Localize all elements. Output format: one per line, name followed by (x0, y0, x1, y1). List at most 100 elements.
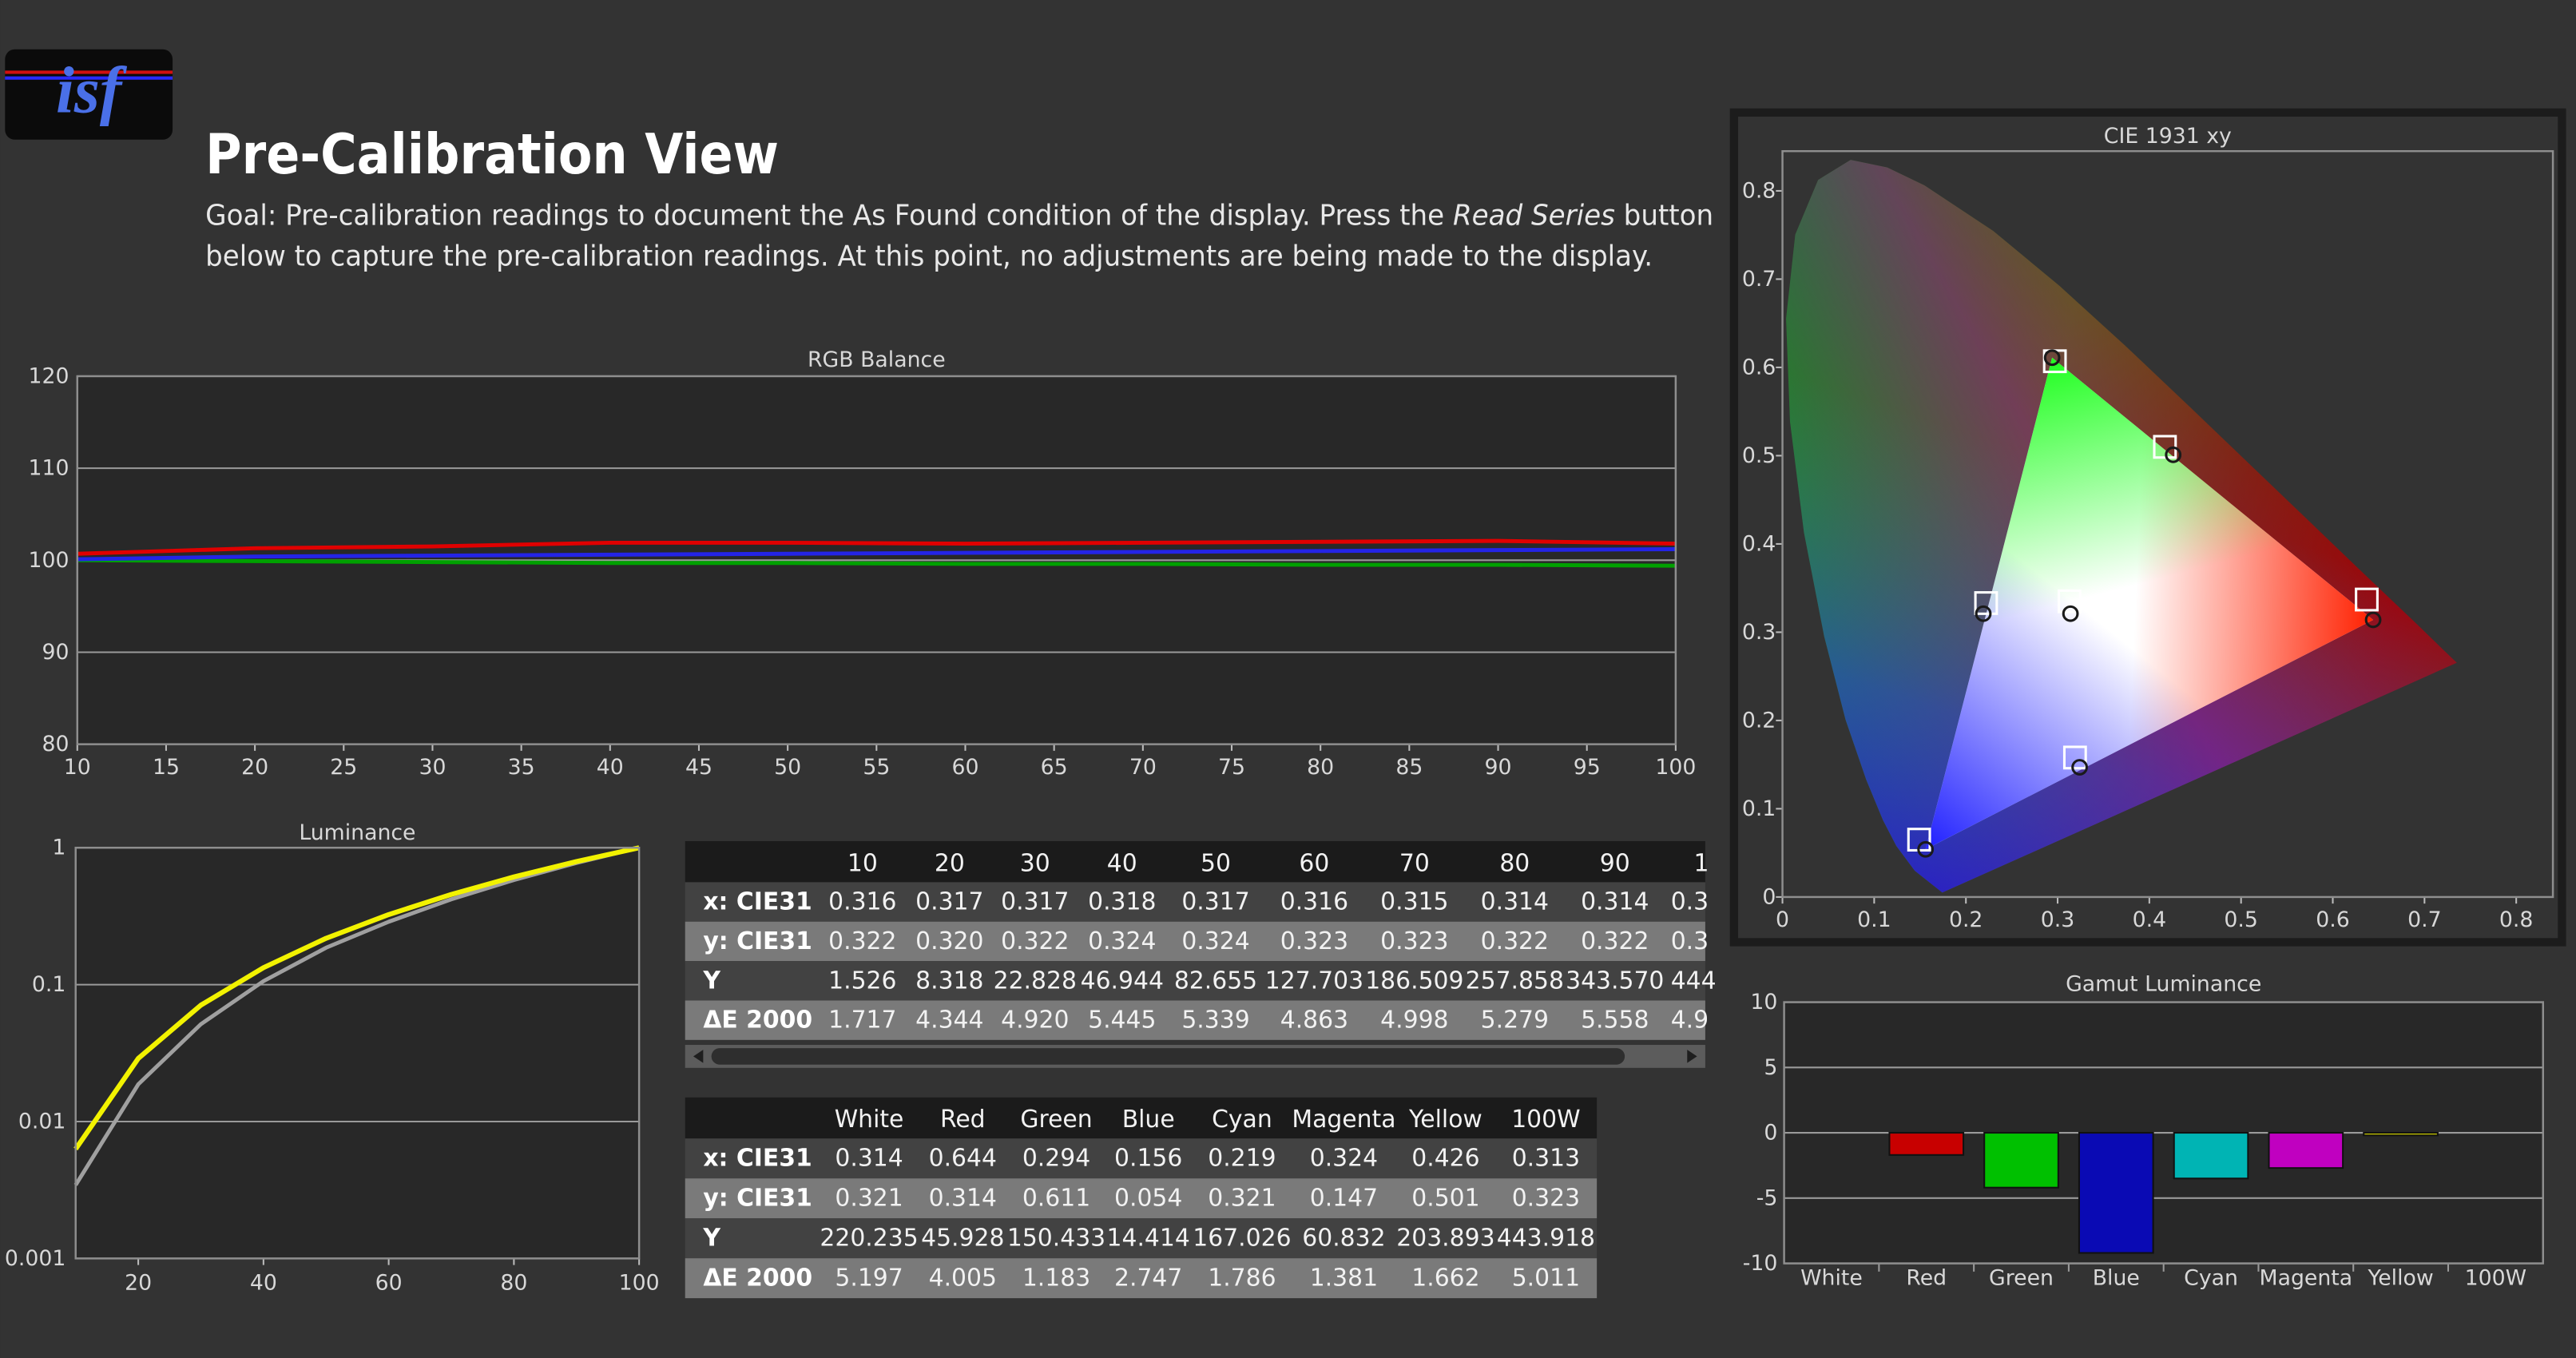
goal-text: Goal: Pre-calibration readings to docume… (205, 199, 1453, 232)
page-title: Pre-Calibration View (205, 122, 779, 187)
table-cell: 0.317 (1001, 888, 1069, 916)
table-row (685, 1258, 1598, 1299)
plot-border (1783, 1001, 2544, 1265)
y-tick-label: 0.1 (32, 972, 65, 997)
x-tick-label: 90 (1485, 755, 1512, 780)
column-header: 100W (1511, 1106, 1580, 1134)
target-marker (2058, 589, 2082, 613)
x-tick-label: Magenta (2260, 1266, 2353, 1291)
y-tick-label: 80 (42, 732, 69, 756)
chart-title: RGB Balance (808, 347, 946, 372)
goal-line: below to capture the pre-calibration rea… (205, 240, 1653, 272)
x-tick-label: 100W (2465, 1266, 2526, 1291)
table-cell: 0.320 (915, 927, 983, 955)
table-row (685, 1178, 1598, 1219)
y-tick-label: 120 (28, 363, 69, 388)
table-cell: 14.414 (1107, 1225, 1190, 1253)
table-cell: 0.147 (1310, 1185, 1378, 1213)
x-tick-label: 15 (153, 755, 180, 780)
row-label: Y (702, 967, 720, 995)
column-header: Blue (1122, 1106, 1175, 1134)
y-tick-label: 0.3 (1742, 620, 1776, 645)
table-cell: 45.928 (921, 1225, 1004, 1253)
x-tick-label: 40 (250, 1271, 277, 1296)
scroll-left-arrow[interactable] (693, 1050, 704, 1063)
table-cell: 0.3 (1671, 888, 1709, 916)
scatter-chart: CIE 1931 xy 0 0.1 0.2 0.3 0.4 0.5 0.6 0.7 0.8 0 0.1… (1742, 124, 2554, 932)
x-tick-label: 100 (1655, 755, 1696, 780)
x-tick-label: 75 (1218, 755, 1245, 780)
y-tick-label: 1 (52, 836, 65, 860)
bar (1888, 1132, 1965, 1156)
table-cell: 2.747 (1114, 1265, 1182, 1292)
table-cell: 5.011 (1512, 1265, 1580, 1292)
x-tick-label: 50 (774, 755, 801, 780)
measured-marker (1975, 605, 1992, 622)
x-tick-label: 60 (951, 755, 978, 780)
table-cell: 0.322 (1481, 927, 1549, 955)
target-marker (2355, 587, 2379, 612)
table-row (685, 921, 1705, 962)
table-cell: 203.893 (1396, 1225, 1494, 1253)
column-header: Yellow (1408, 1106, 1482, 1134)
row-label: ΔE 2000 (703, 1007, 812, 1034)
y-tick-label: 0.1 (1742, 796, 1776, 821)
table-cell: 5.197 (835, 1265, 903, 1292)
bar (1983, 1132, 2059, 1189)
column-header: 70 (1399, 849, 1430, 877)
table-cell: 4.005 (929, 1265, 997, 1292)
table-cell: 4.998 (1380, 1007, 1448, 1034)
column-header: 90 (1600, 849, 1630, 877)
x-tick-label: 80 (1307, 755, 1334, 780)
table-cell: 150.433 (1007, 1225, 1105, 1253)
table-row (685, 1218, 1598, 1259)
table-row (685, 1138, 1598, 1179)
plot-border (1781, 149, 2554, 899)
plot-border (76, 375, 1677, 745)
table-cell: 220.235 (820, 1225, 918, 1253)
table-cell: 0.321 (1208, 1185, 1276, 1213)
bar (2078, 1132, 2154, 1254)
table-cell: 0.426 (1411, 1145, 1479, 1173)
table-cell: 60.832 (1302, 1225, 1385, 1253)
target-marker (1974, 591, 1998, 615)
table-cell: 0.156 (1114, 1145, 1182, 1173)
table-cell: 0.3 (1671, 927, 1709, 955)
x-tick-label: 0.5 (2224, 907, 2258, 932)
table-cell: 0.316 (828, 888, 896, 916)
target-marker (2153, 435, 2177, 459)
table-cell: 0.324 (1181, 927, 1249, 955)
column-header: 1 (1693, 849, 1709, 877)
row-label: ΔE 2000 (703, 1265, 812, 1292)
x-tick-label: 60 (375, 1271, 403, 1296)
table-cell: 4.863 (1280, 1007, 1348, 1034)
column-header: Cyan (1212, 1106, 1272, 1134)
measured-marker (2364, 611, 2382, 629)
y-tick-label: 110 (28, 456, 69, 481)
table-cell: 0.501 (1411, 1185, 1479, 1213)
x-tick-label: 80 (500, 1271, 527, 1296)
x-tick-label: Cyan (2184, 1266, 2238, 1291)
goal-line: Goal: Pre-calibration readings to docume… (205, 199, 1713, 232)
x-tick-label: 10 (64, 755, 91, 780)
series-line (77, 538, 1676, 556)
x-tick-label: 65 (1041, 755, 1068, 780)
table-cell: 0.314 (1481, 888, 1549, 916)
x-tick-label: 55 (863, 755, 890, 780)
line-chart: RGB Balance 80 90 100 110 120 10 15 20 25 30 35 40 45… (28, 347, 1696, 780)
table-cell: 8.318 (915, 967, 983, 995)
table-cell: 0.314 (1581, 888, 1649, 916)
x-tick-label: Red (1906, 1266, 1947, 1291)
x-tick-label: White (1800, 1266, 1863, 1291)
x-tick-label: 70 (1129, 755, 1157, 780)
y-tick-label: 10 (1750, 990, 1777, 1015)
table-cell: 0.317 (1181, 888, 1249, 916)
x-tick-label: 30 (419, 755, 446, 780)
x-tick-label: 85 (1395, 755, 1423, 780)
table-cell: 444 (1671, 967, 1717, 995)
scroll-right-arrow[interactable] (1687, 1050, 1697, 1063)
chart-title: CIE 1931 xy (2104, 124, 2232, 149)
scrollbar-thumb[interactable] (711, 1048, 1625, 1065)
table-cell: 0.611 (1022, 1185, 1090, 1213)
table-cell: 186.509 (1365, 967, 1463, 995)
